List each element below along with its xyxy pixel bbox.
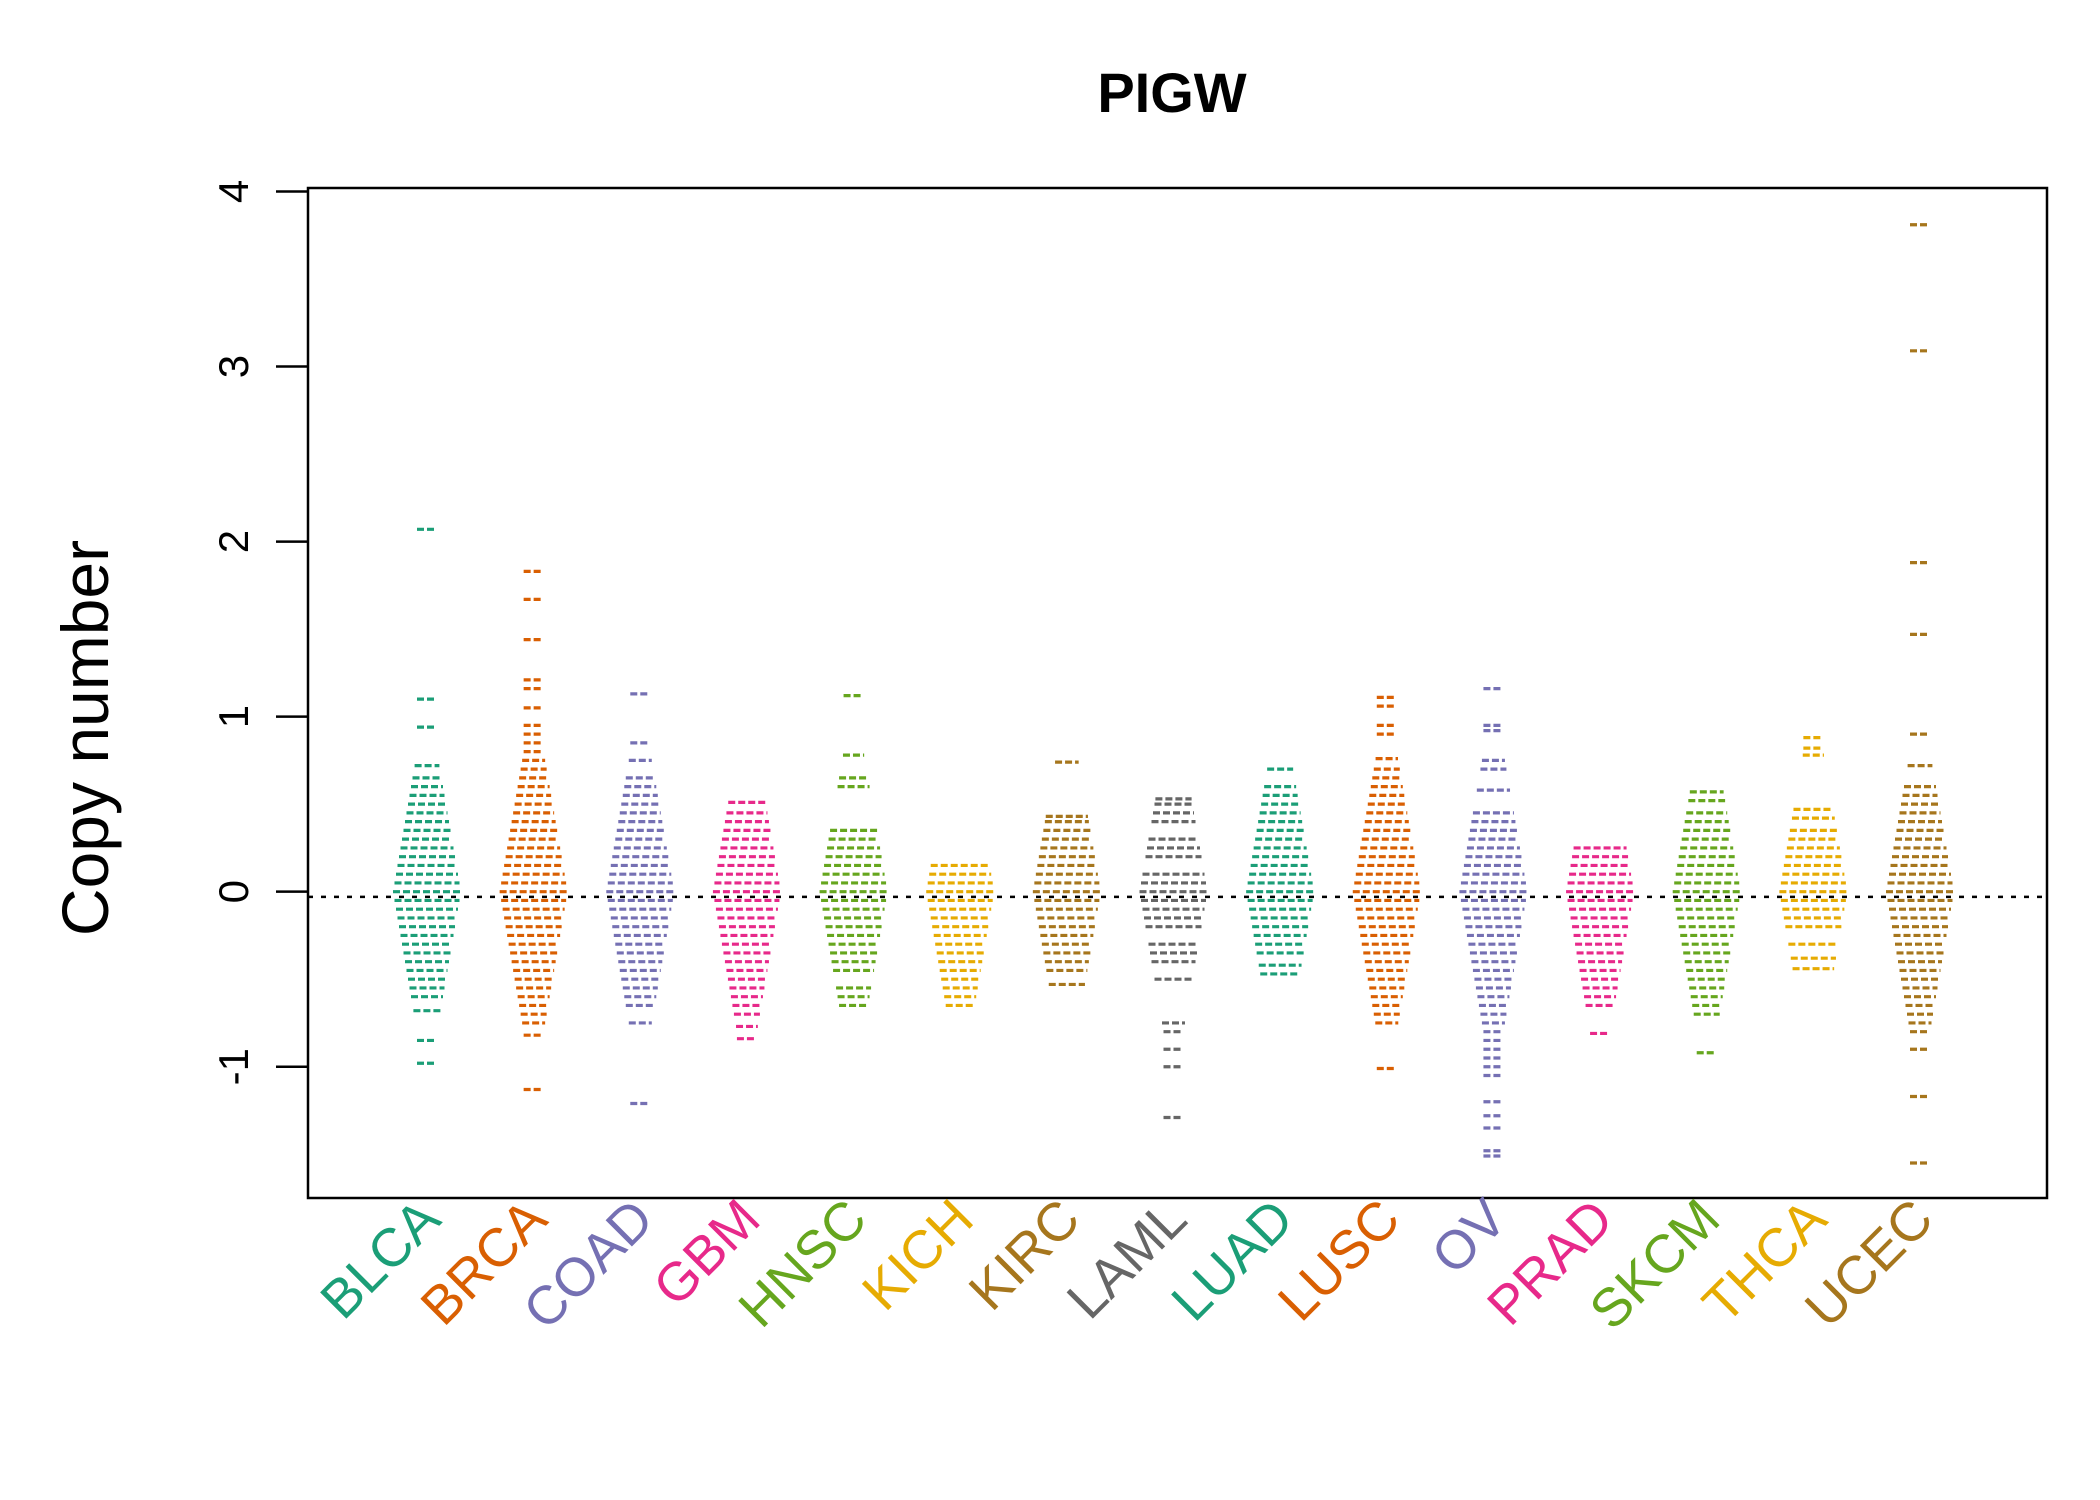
y-tick-label: 4 (210, 180, 257, 203)
category-group-laml (1139, 797, 1208, 1120)
category-group-brca (499, 569, 568, 1092)
category-group-ov (1459, 687, 1528, 1158)
category-group-kirc (1032, 760, 1101, 987)
y-tick-label: 1 (210, 705, 257, 728)
category-group-prad (1566, 846, 1635, 1036)
y-tick-label: 2 (210, 530, 257, 553)
category-group-ucec (1886, 223, 1954, 1165)
x-label-lusc: LUSC (1267, 1188, 1411, 1332)
plot-frame (306, 186, 2049, 1200)
category-group-skcm (1672, 790, 1741, 1055)
y-axis: -1 0 1 2 3 4 (210, 180, 308, 1085)
y-tick-label: -1 (210, 1048, 257, 1085)
data-marks (393, 223, 1954, 1165)
category-group-coad (606, 692, 675, 1106)
y-tick-label: 0 (210, 880, 257, 903)
y-axis-label: Copy number (48, 540, 122, 936)
category-group-thca (1779, 736, 1848, 971)
category-group-blca (393, 527, 461, 1065)
y-tick-label: 3 (210, 355, 257, 378)
x-label-laml: LAML (1056, 1188, 1198, 1330)
category-group-gbm (712, 800, 781, 1041)
chart-title: PIGW (1097, 61, 1246, 124)
category-group-kich (926, 863, 995, 1008)
x-label-kich: KICH (851, 1188, 985, 1322)
category-group-hnsc (819, 694, 888, 1008)
x-label-luad: LUAD (1160, 1188, 1304, 1332)
category-group-luad (1246, 767, 1315, 976)
category-group-lusc (1352, 695, 1421, 1071)
